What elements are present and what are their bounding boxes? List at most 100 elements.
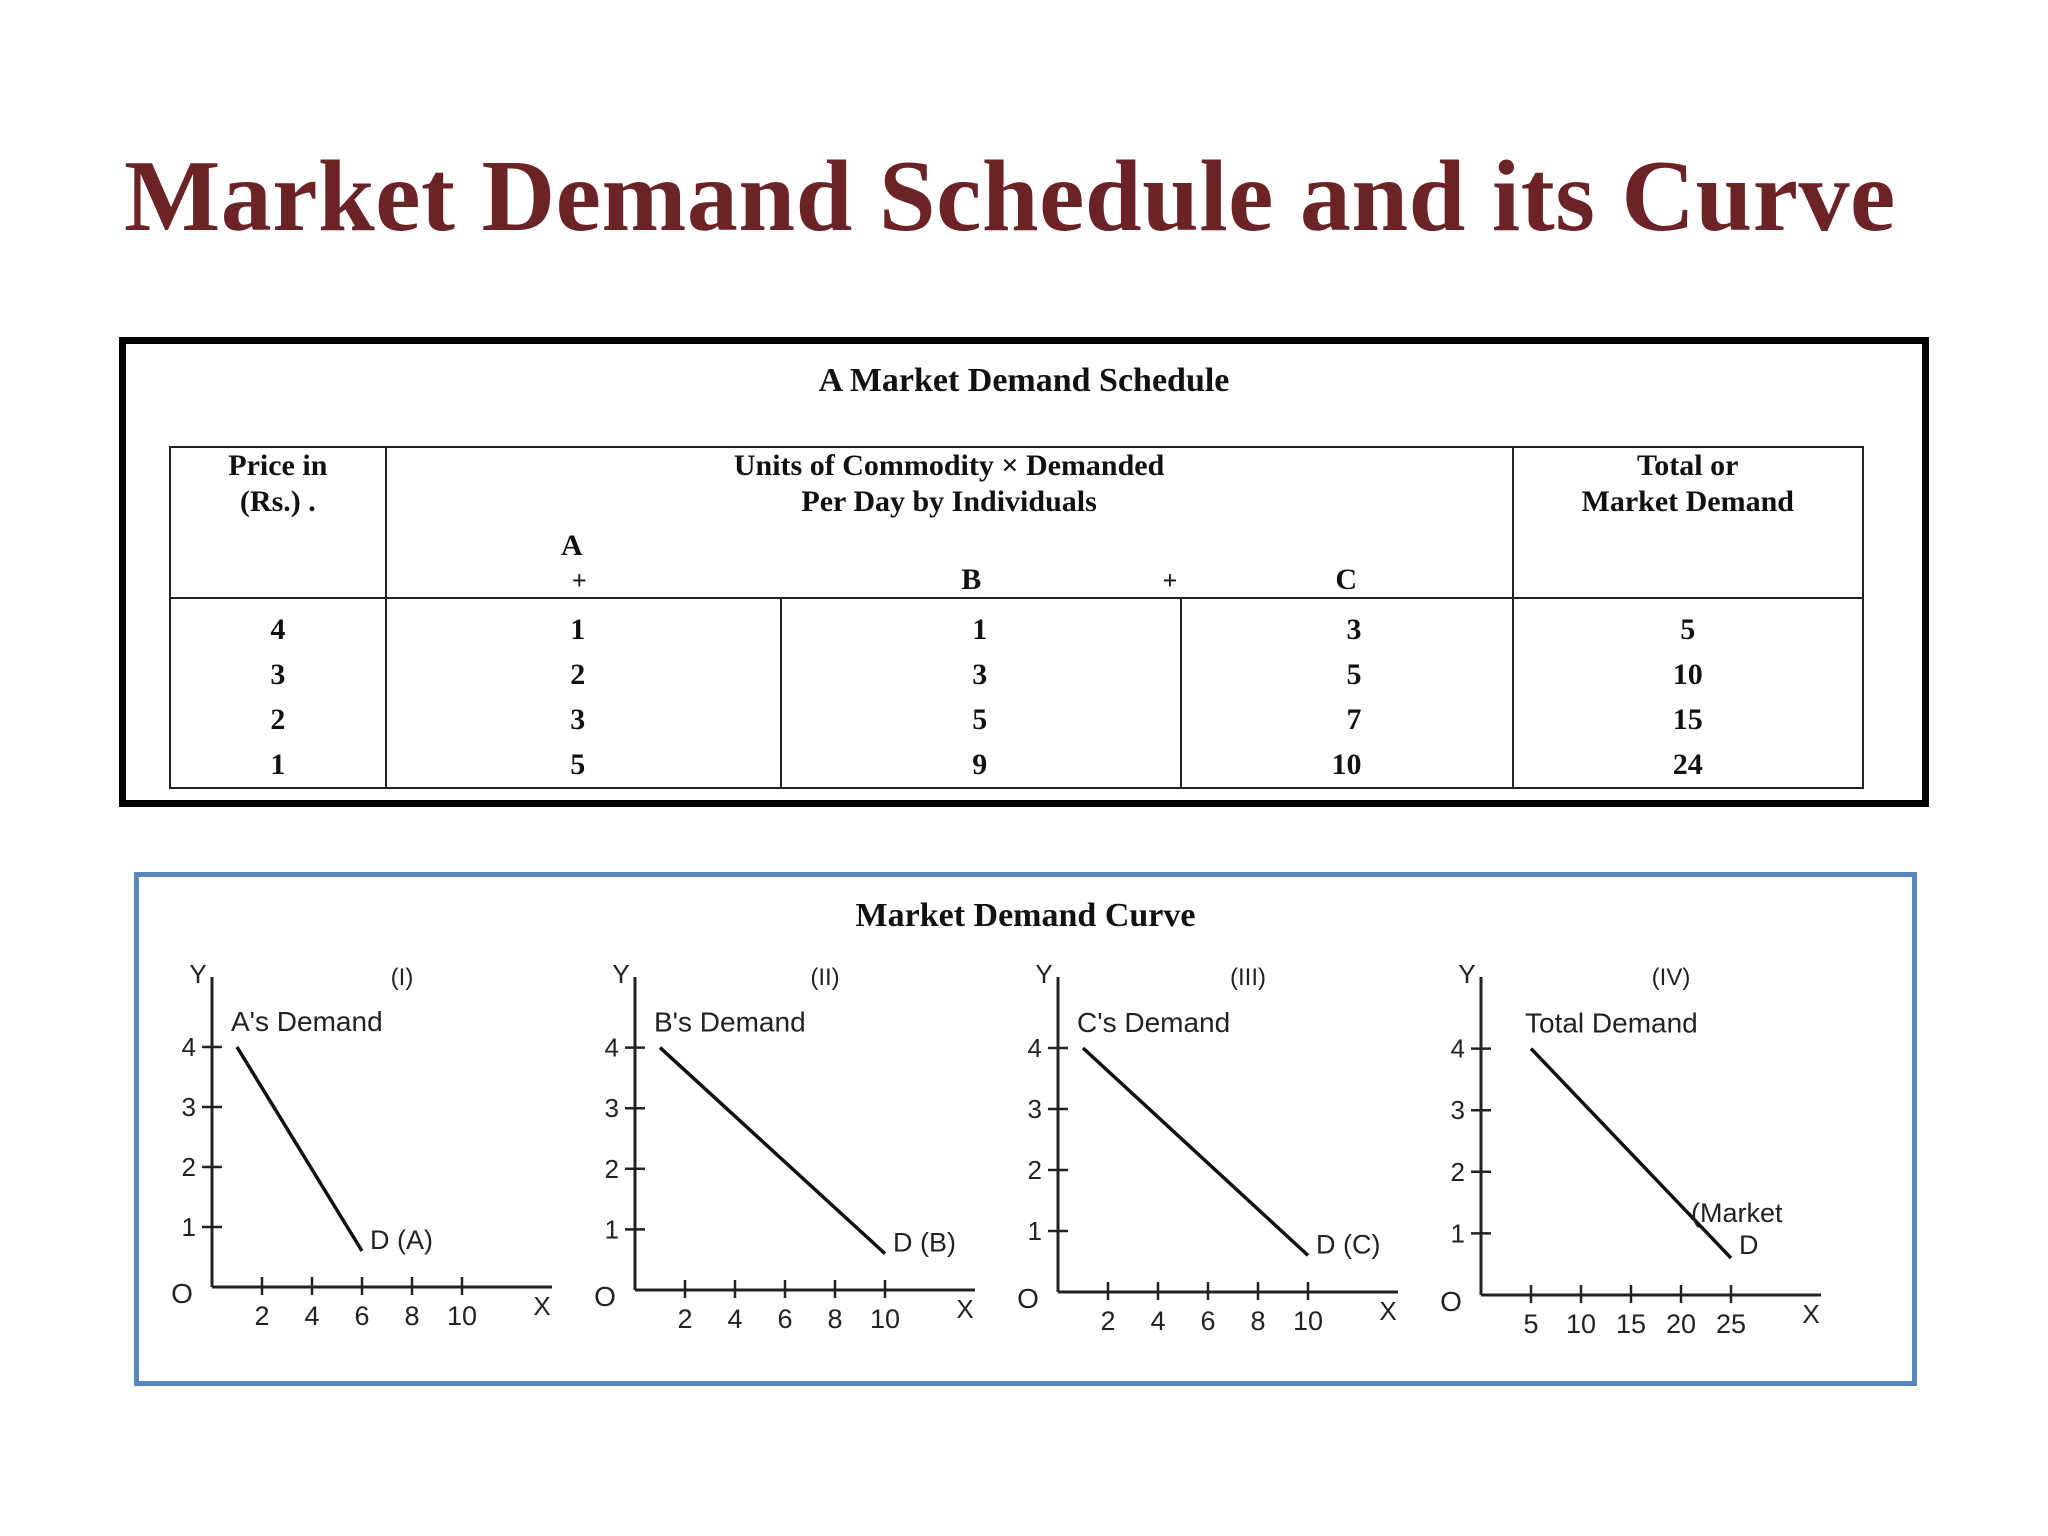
price-header-line2: (Rs.) . <box>239 485 316 518</box>
price-cell: 2 <box>169 697 387 742</box>
sub-header-a-cell: A+ <box>385 529 782 599</box>
x-axis-letter: X <box>533 1291 550 1321</box>
origin-label: O <box>1017 1283 1039 1314</box>
origin-label: O <box>1440 1286 1462 1317</box>
end-label-line2: D <box>1739 1230 1759 1260</box>
total-cell: 10 <box>1512 652 1865 697</box>
demand-line <box>235 1046 364 1252</box>
schedule-caption: A Market Demand Schedule <box>818 362 1230 399</box>
demand-line <box>1081 1046 1310 1257</box>
panel-label: (I) <box>391 964 414 991</box>
total-cell: 15 <box>1512 697 1865 742</box>
schedule-subheader-row: A+ B + C <box>170 529 1863 599</box>
a-cell: 5 <box>385 742 783 789</box>
x-axis-letter: X <box>1802 1299 1819 1329</box>
demand-line <box>658 1046 887 1255</box>
table-row: 4 1 1 3 5 <box>169 598 1865 652</box>
x-tick-label: 15 <box>1616 1309 1646 1339</box>
y-tick-label: 3 <box>1451 1095 1465 1125</box>
c-cell: 10 <box>1180 742 1514 789</box>
units-header-line2: Per Day by Individuals <box>801 485 1097 518</box>
y-tick-label: 1 <box>1451 1218 1465 1248</box>
x-tick-label: 4 <box>304 1301 319 1331</box>
curve-label: Total Demand <box>1525 1008 1698 1039</box>
end-label: D (B) <box>893 1228 956 1258</box>
curves-caption: Market Demand Curve <box>855 897 1196 934</box>
curve-label: C's Demand <box>1077 1007 1230 1038</box>
y-tick-label: 1 <box>1028 1216 1042 1246</box>
x-tick-label: 8 <box>404 1301 419 1331</box>
schedule-frame: A Market Demand Schedule Price in (Rs.) … <box>119 337 1929 807</box>
total-cell: 5 <box>1512 598 1865 652</box>
plus-sign: + <box>571 566 587 595</box>
end-label-line1: (Market <box>1691 1198 1783 1228</box>
x-tick-label: 25 <box>1716 1309 1746 1339</box>
c-cell: 3 <box>1180 598 1514 652</box>
x-tick-label: 6 <box>354 1301 369 1331</box>
total-header-line2: Market Demand <box>1581 485 1794 518</box>
price-cell: 4 <box>169 598 387 652</box>
y-tick-label: 4 <box>1028 1033 1042 1063</box>
units-header-cell: Units of Commodity × Demanded Per Day by… <box>385 446 1513 529</box>
c-cell: 7 <box>1180 697 1514 742</box>
total-header-cell: Total or Market Demand <box>1511 446 1865 599</box>
x-tick-label: 10 <box>1566 1309 1596 1339</box>
sub-header-c: C <box>1335 563 1358 596</box>
units-header-line1: Units of Commodity × Demanded <box>733 449 1165 482</box>
x-tick-label: 4 <box>1150 1306 1165 1336</box>
x-tick-label: 8 <box>827 1304 842 1334</box>
plus-sign: + <box>1162 566 1178 595</box>
x-tick-label: 10 <box>870 1304 900 1334</box>
y-axis-letter: Y <box>1035 959 1052 989</box>
demand-curves-chart: Y X O (I) 1 2 3 4 2 4 6 8 10 A's Demand D (A) Y X O (II) 1 2… <box>171 959 1821 1339</box>
x-tick-label: 10 <box>447 1301 477 1331</box>
schedule-header-row: Price in (Rs.) . Units of Commodity × De… <box>169 446 1865 599</box>
sub-header-c-cell: C <box>1180 529 1513 599</box>
b-cell: 5 <box>781 697 1182 742</box>
x-tick-label: 4 <box>727 1304 742 1334</box>
y-tick-label: 1 <box>605 1214 619 1244</box>
x-tick-label: 20 <box>1666 1309 1696 1339</box>
a-cell: 1 <box>385 598 783 652</box>
b-cell: 1 <box>781 598 1182 652</box>
x-tick-label: 6 <box>1200 1306 1215 1336</box>
table-row: 3 2 3 5 10 <box>169 652 1865 697</box>
total-header-line1: Total or <box>1637 449 1739 482</box>
x-tick-label: 2 <box>677 1304 692 1334</box>
y-tick-label: 4 <box>182 1032 196 1062</box>
curves-frame: Market Demand Curve Y X O (I) 1 2 3 4 2 4 6 8 10 A's … <box>134 872 1917 1386</box>
origin-label: O <box>171 1278 193 1309</box>
end-label: D (C) <box>1316 1229 1380 1259</box>
x-tick-label: 6 <box>777 1304 792 1334</box>
x-tick-label: 2 <box>254 1301 269 1331</box>
c-cell: 5 <box>1180 652 1514 697</box>
total-cell: 24 <box>1512 742 1865 789</box>
y-tick-label: 1 <box>182 1212 196 1242</box>
curve-label: B's Demand <box>654 1007 806 1038</box>
x-tick-label: 10 <box>1293 1306 1323 1336</box>
y-tick-label: 3 <box>182 1092 196 1122</box>
x-axis-letter: X <box>956 1294 973 1324</box>
x-tick-label: 5 <box>1523 1309 1538 1339</box>
y-axis-letter: Y <box>612 959 629 989</box>
y-tick-label: 2 <box>182 1152 196 1182</box>
x-tick-label: 8 <box>1250 1306 1265 1336</box>
price-header-cell: Price in (Rs.) . <box>169 446 387 599</box>
x-tick-label: 2 <box>1100 1306 1115 1336</box>
sub-header-b-cell: B + <box>781 529 1181 599</box>
b-cell: 9 <box>781 742 1182 789</box>
demand-line <box>1529 1047 1733 1260</box>
table-row: 2 3 5 7 15 <box>169 697 1865 742</box>
y-axis-letter: Y <box>1458 959 1475 989</box>
y-axis-letter: Y <box>189 959 206 989</box>
panel-label: (III) <box>1230 964 1266 991</box>
table-row: 1 5 9 10 24 <box>169 742 1865 789</box>
sub-header-a: A <box>561 529 583 562</box>
page-title: Market Demand Schedule and its Curve <box>124 140 1896 253</box>
end-label: D (A) <box>370 1225 433 1255</box>
origin-label: O <box>594 1281 616 1312</box>
x-axis-letter: X <box>1379 1296 1396 1326</box>
price-cell: 3 <box>169 652 387 697</box>
y-tick-label: 4 <box>1451 1034 1465 1064</box>
y-tick-label: 2 <box>605 1154 619 1184</box>
